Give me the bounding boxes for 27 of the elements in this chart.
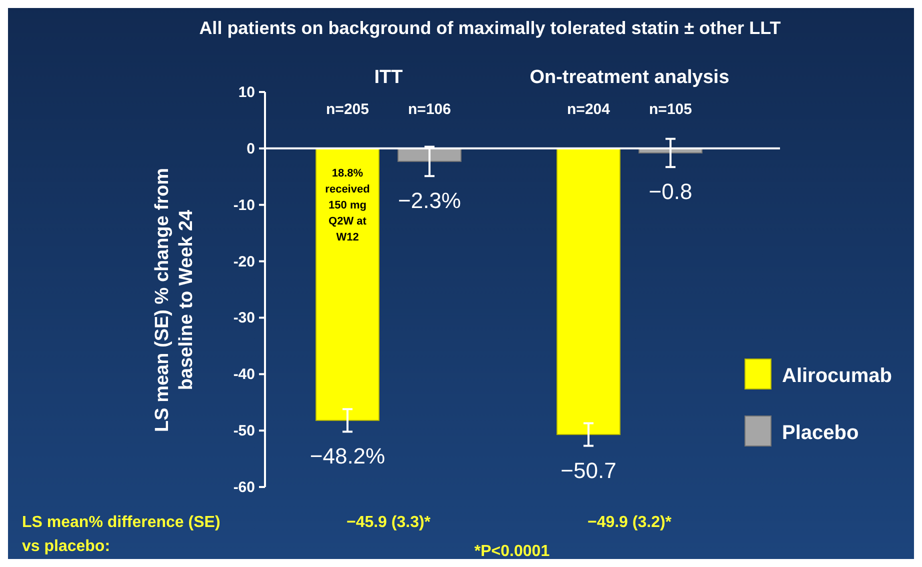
y-tick-label: -20 <box>233 253 255 270</box>
legend-label: Alirocumab <box>782 365 892 387</box>
text: −45.9 (3.3)* <box>346 514 432 531</box>
data-label: −2.3% <box>398 188 461 214</box>
data-label: −0.8 <box>648 179 692 204</box>
text: −49.9 (3.2)* <box>587 514 672 531</box>
y-tick-label: 10 <box>238 84 255 101</box>
annotation: 18.8% received 150 mg Q2W at W12 <box>325 168 370 244</box>
y-axis-title: LS mean (SE) % change from baseline to Week 24 <box>152 168 197 432</box>
y-tick-label: -10 <box>233 196 255 214</box>
annotation: n=205 <box>326 100 369 118</box>
y-tick-label: 0 <box>246 140 255 158</box>
annotation: n=106 <box>408 100 451 118</box>
data-label: −48.2% <box>310 444 386 469</box>
text: *P<0.0001 <box>474 543 550 560</box>
y-tick-label: -60 <box>233 479 255 496</box>
annotation: n=204 <box>567 100 611 118</box>
annotation: n=105 <box>649 100 692 118</box>
x-tick-label: ITT <box>374 67 404 88</box>
y-tick-label: -30 <box>233 310 255 327</box>
y-tick-label: -40 <box>233 366 255 384</box>
y-tick-label: -50 <box>233 422 255 440</box>
x-tick-label: On-treatment analysis <box>530 67 730 88</box>
data-label: −50.7 <box>560 458 616 483</box>
legend-label: Placebo <box>782 422 859 444</box>
chart-title: All patients on background of maximally tolerated statin ± other LLT <box>199 18 781 38</box>
text: LS mean% difference (SE) vs placebo: <box>22 514 220 555</box>
